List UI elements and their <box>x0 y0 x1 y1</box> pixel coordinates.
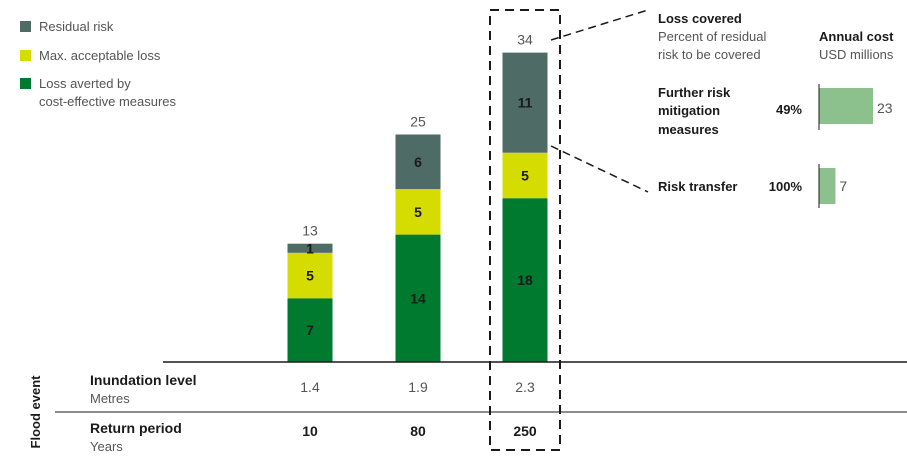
mitigation-percent: 49% <box>776 102 802 117</box>
flood-event-table: Flood event Inundation level Metres 1.4 … <box>28 372 907 454</box>
legend-swatch-max-loss <box>20 50 31 61</box>
bar-label-max_loss-1: 5 <box>306 268 314 284</box>
bar-label-residual-2: 6 <box>414 154 422 170</box>
bar-segment-residual-2 <box>395 134 441 190</box>
return-period-value-2: 80 <box>410 423 426 439</box>
mitigation-label-line3: measures <box>658 122 719 137</box>
mitigation-cost-bar <box>819 88 873 124</box>
bar-segment-averted-1 <box>287 298 333 362</box>
bars-layer: 7 5 113 14 5 6 25 18 5 11 34 <box>287 32 548 362</box>
bar-label-residual-3: 11 <box>518 95 533 111</box>
legend-label-averted-line2: cost-effective measures <box>39 94 177 109</box>
bar-segment-averted-3 <box>502 198 548 362</box>
loss-covered-subtitle-line2: risk to be covered <box>658 47 761 62</box>
return-period-row-subtitle: Years <box>90 439 123 454</box>
bar-label-averted-3: 18 <box>517 272 533 288</box>
bar-total-3: 34 <box>517 32 533 48</box>
annual-cost-subtitle: USD millions <box>819 47 894 62</box>
bar-segment-max_loss-1 <box>287 252 333 299</box>
risk-transfer-percent: 100% <box>769 179 803 194</box>
bar-total-1: 13 <box>302 223 318 239</box>
loss-covered-subtitle-line1: Percent of residual <box>658 29 767 44</box>
breakdown-headers: Loss covered Percent of residual risk to… <box>658 11 894 62</box>
bar-segment-residual-3 <box>502 52 548 153</box>
bar-segment-max_loss-2 <box>395 189 441 235</box>
breakdown-item-mitigation: Further risk mitigation measures 49% 23 <box>658 84 893 137</box>
inundation-value-3: 2.3 <box>515 379 535 395</box>
connector-line-top <box>550 9 649 41</box>
mitigation-label-line1: Further risk <box>658 85 731 100</box>
connector-line-bottom <box>550 145 649 193</box>
legend-label-residual: Residual risk <box>39 19 114 34</box>
return-period-value-1: 10 <box>302 423 318 439</box>
bar-label-residual-1: 1 <box>306 240 314 256</box>
return-period-row-title: Return period <box>90 420 182 436</box>
legend-swatch-residual <box>20 21 31 32</box>
annual-cost-title: Annual cost <box>819 29 894 44</box>
risk-transfer-cost-value: 7 <box>839 178 847 194</box>
bar-segment-max_loss-3 <box>502 152 548 199</box>
bar-label-max_loss-2: 5 <box>414 204 422 220</box>
risk-transfer-label: Risk transfer <box>658 179 737 194</box>
bar-total-2: 25 <box>410 114 426 130</box>
legend-label-max-loss: Max. acceptable loss <box>39 48 161 63</box>
inundation-value-2: 1.9 <box>408 379 428 395</box>
bar-label-averted-2: 14 <box>410 290 426 306</box>
inundation-value-1: 1.4 <box>300 379 320 395</box>
flood-event-side-label: Flood event <box>28 375 43 449</box>
mitigation-label-line2: mitigation <box>658 103 720 118</box>
highlight-dashed-box <box>489 9 561 451</box>
mitigation-cost-value: 23 <box>877 100 893 116</box>
bar-segment-averted-2 <box>395 234 441 362</box>
loss-covered-title: Loss covered <box>658 11 742 26</box>
inundation-row-title: Inundation level <box>90 372 197 388</box>
legend: Residual risk Max. acceptable loss Loss … <box>20 19 177 109</box>
bar-label-max_loss-3: 5 <box>521 167 529 183</box>
breakdown-item-risk-transfer: Risk transfer 100% 7 <box>658 164 847 208</box>
legend-label-averted-line1: Loss averted by <box>39 76 131 91</box>
bar-segment-residual-1 <box>287 243 333 253</box>
inundation-row-subtitle: Metres <box>90 391 130 406</box>
bar-label-averted-1: 7 <box>306 322 314 338</box>
legend-swatch-averted <box>20 78 31 89</box>
return-period-value-3: 250 <box>513 423 537 439</box>
risk-transfer-cost-bar <box>819 168 836 204</box>
